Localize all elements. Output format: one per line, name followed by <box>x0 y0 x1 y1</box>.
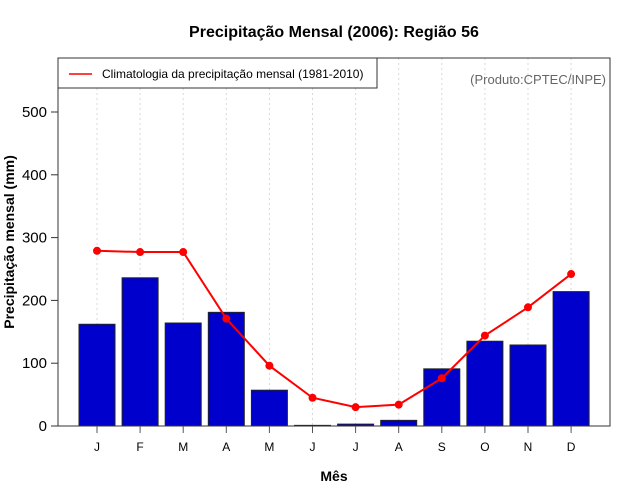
climatology-point <box>179 248 188 257</box>
y-tick-label: 100 <box>22 355 47 372</box>
climatology-point <box>308 393 317 402</box>
climatology-point <box>437 374 446 383</box>
x-tick-label: O <box>480 440 489 454</box>
x-tick-label: A <box>222 440 230 454</box>
climatology-point <box>524 303 532 312</box>
y-tick-label: 300 <box>22 230 47 247</box>
climatology-point <box>265 361 274 370</box>
bars <box>78 277 590 427</box>
bar <box>207 311 245 427</box>
climatology-line <box>96 249 572 409</box>
climatology-point <box>480 331 489 340</box>
bar <box>250 389 288 427</box>
x-tick-label: M <box>178 440 188 454</box>
climatology-point <box>136 248 145 257</box>
y-tick-label: 200 <box>22 292 47 309</box>
x-tick-label: N <box>524 440 533 454</box>
legend-box <box>57 57 378 89</box>
bar <box>466 340 504 427</box>
bar <box>552 291 590 427</box>
climatology-point <box>222 314 231 323</box>
legend-label: Climatologia da precipitação mensal (198… <box>102 67 363 81</box>
climatology-polyline <box>96 249 572 409</box>
climatology-point <box>351 403 360 412</box>
bar <box>380 419 418 427</box>
y-tick-label: 500 <box>22 104 47 121</box>
y-axis: 0 100 200 300 400 500 <box>22 104 59 435</box>
climatology-point <box>93 246 101 255</box>
bar <box>78 323 116 427</box>
x-tick-label: S <box>438 440 446 454</box>
bar <box>509 344 547 427</box>
legend: Climatologia da precipitação mensal (198… <box>57 57 378 89</box>
x-tick-label: M <box>264 440 274 454</box>
x-tick-label: F <box>136 440 143 454</box>
climatology-point <box>567 270 576 279</box>
x-tick-label: J <box>353 440 359 454</box>
climatology-point <box>394 400 403 409</box>
x-axis-title: Mês <box>320 468 347 484</box>
x-tick-label: J <box>94 440 100 454</box>
x-tick-label: J <box>310 440 316 454</box>
x-tick-label: D <box>567 440 576 454</box>
bar <box>164 322 202 427</box>
y-tick-label: 0 <box>39 418 47 435</box>
y-tick-label: 400 <box>22 167 47 184</box>
bar <box>121 277 159 427</box>
x-tick-label: A <box>395 440 403 454</box>
credit-annotation: (Produto:CPTEC/INPE) <box>470 72 606 87</box>
climatology-points <box>93 246 576 412</box>
y-axis-title: Precipitação mensal (mm) <box>1 155 17 329</box>
chart-title: Precipitação Mensal (2006): Região 56 <box>189 24 479 41</box>
